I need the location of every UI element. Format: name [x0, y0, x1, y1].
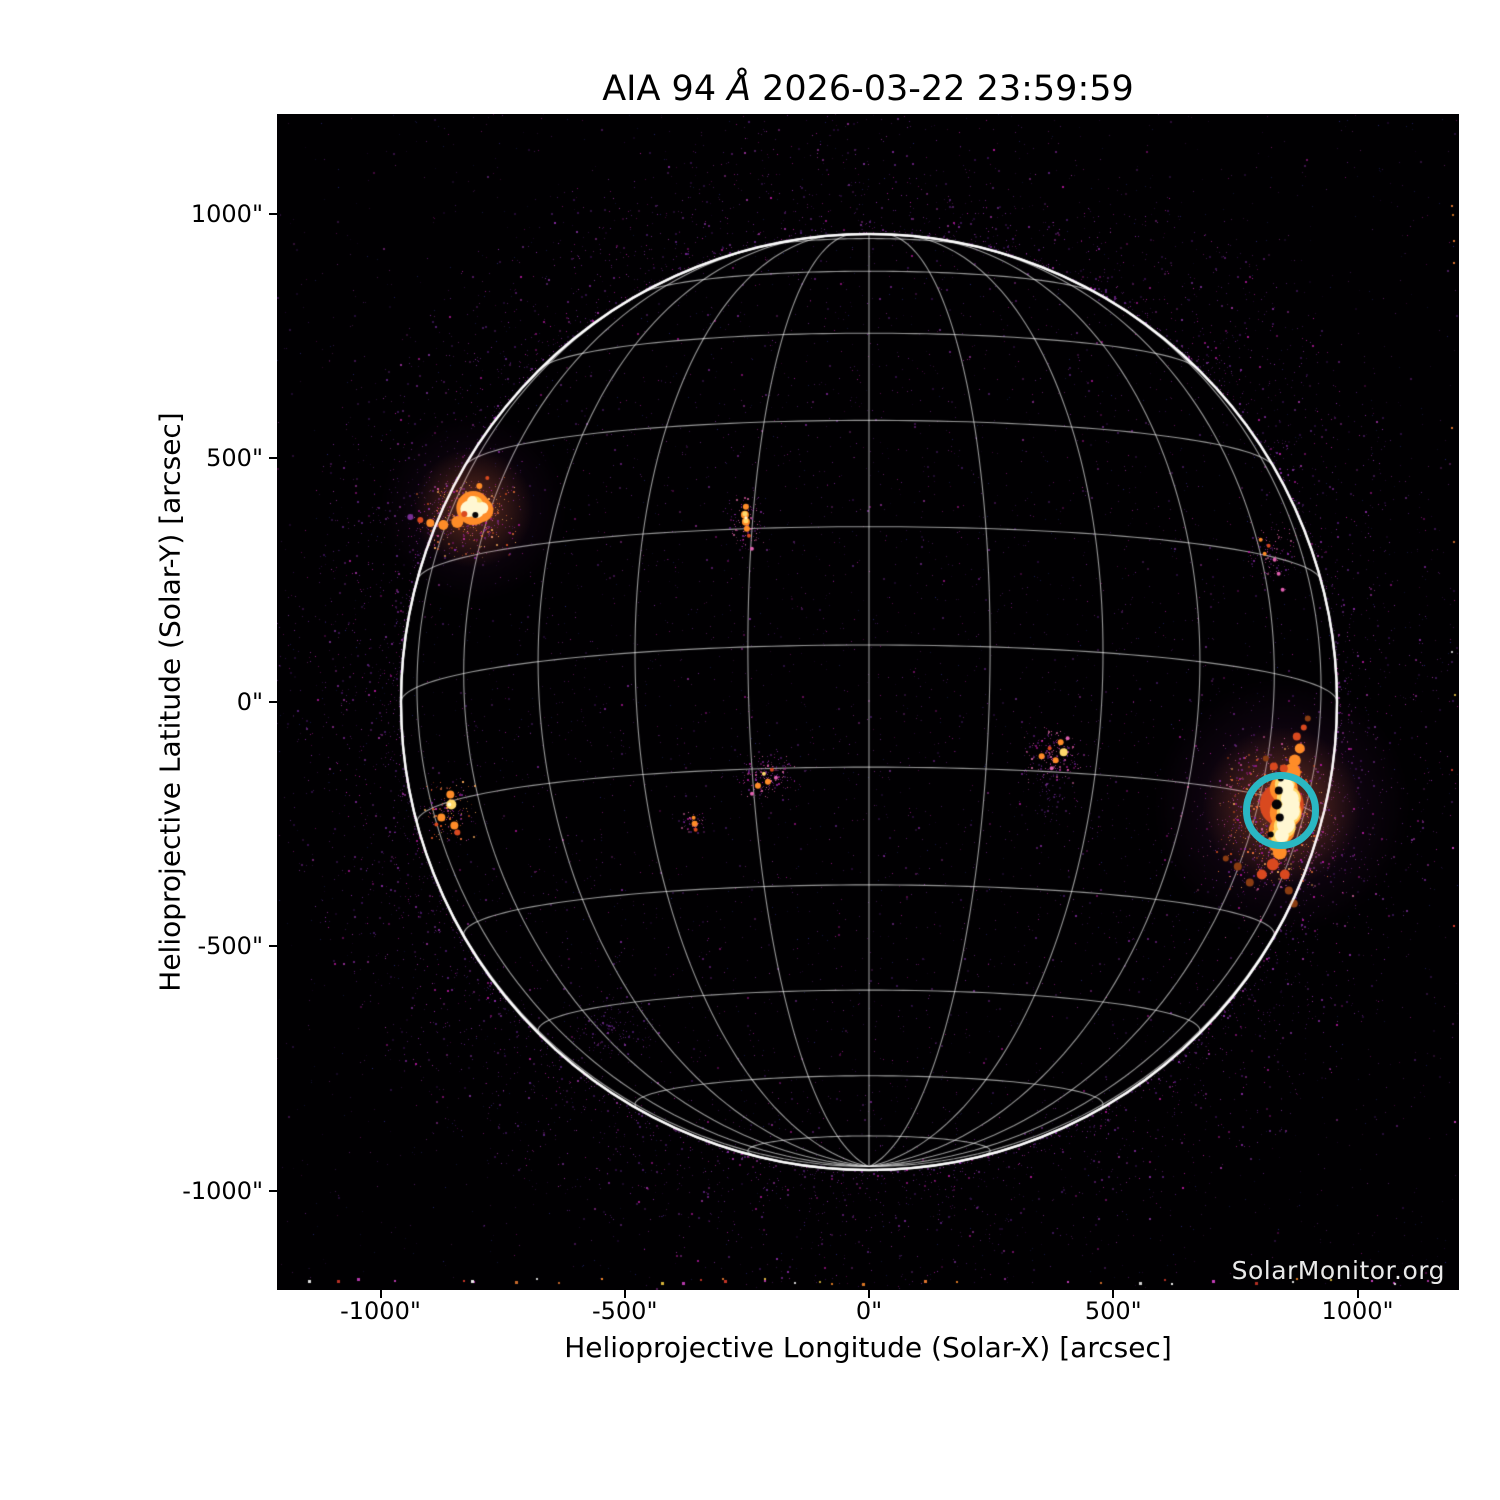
y-tick-mark — [269, 456, 277, 459]
solar-image-canvas — [277, 114, 1459, 1290]
x-tick-mark — [1356, 1290, 1359, 1298]
y-tick-mark — [269, 1189, 277, 1192]
x-tick-label: -1000" — [340, 1297, 421, 1325]
x-tick-mark — [379, 1290, 382, 1298]
x-tick-label: 500" — [1084, 1297, 1142, 1325]
title-instrument: AIA 94 — [602, 69, 717, 109]
x-tick-label: 1000" — [1321, 1297, 1394, 1325]
y-tick-mark — [269, 945, 277, 948]
x-axis-label: Helioprojective Longitude (Solar-X) [arc… — [564, 1331, 1172, 1364]
plot-area: SolarMonitor.org — [277, 114, 1459, 1290]
title-angstrom-symbol: Å — [727, 69, 752, 109]
x-tick-label: -500" — [591, 1297, 658, 1325]
y-tick-mark — [269, 212, 277, 215]
x-tick-mark — [1112, 1290, 1115, 1298]
y-tick-label: -500" — [197, 932, 263, 961]
y-tick-label: 0" — [236, 688, 263, 716]
plot-title: AIA 94 Å 2026-03-22 23:59:59 — [277, 69, 1459, 109]
title-datetime: 2026-03-22 23:59:59 — [762, 69, 1134, 109]
x-tick-label: 0" — [855, 1297, 883, 1325]
x-tick-mark — [868, 1290, 870, 1298]
watermark: SolarMonitor.org — [1231, 1256, 1445, 1285]
y-tick-label: 500" — [206, 443, 263, 472]
y-tick-label: -1000" — [182, 1176, 263, 1205]
y-tick-mark — [269, 701, 277, 703]
flare-marker-circle — [1242, 772, 1319, 849]
x-tick-mark — [623, 1290, 626, 1298]
y-tick-label: 1000" — [190, 199, 263, 228]
